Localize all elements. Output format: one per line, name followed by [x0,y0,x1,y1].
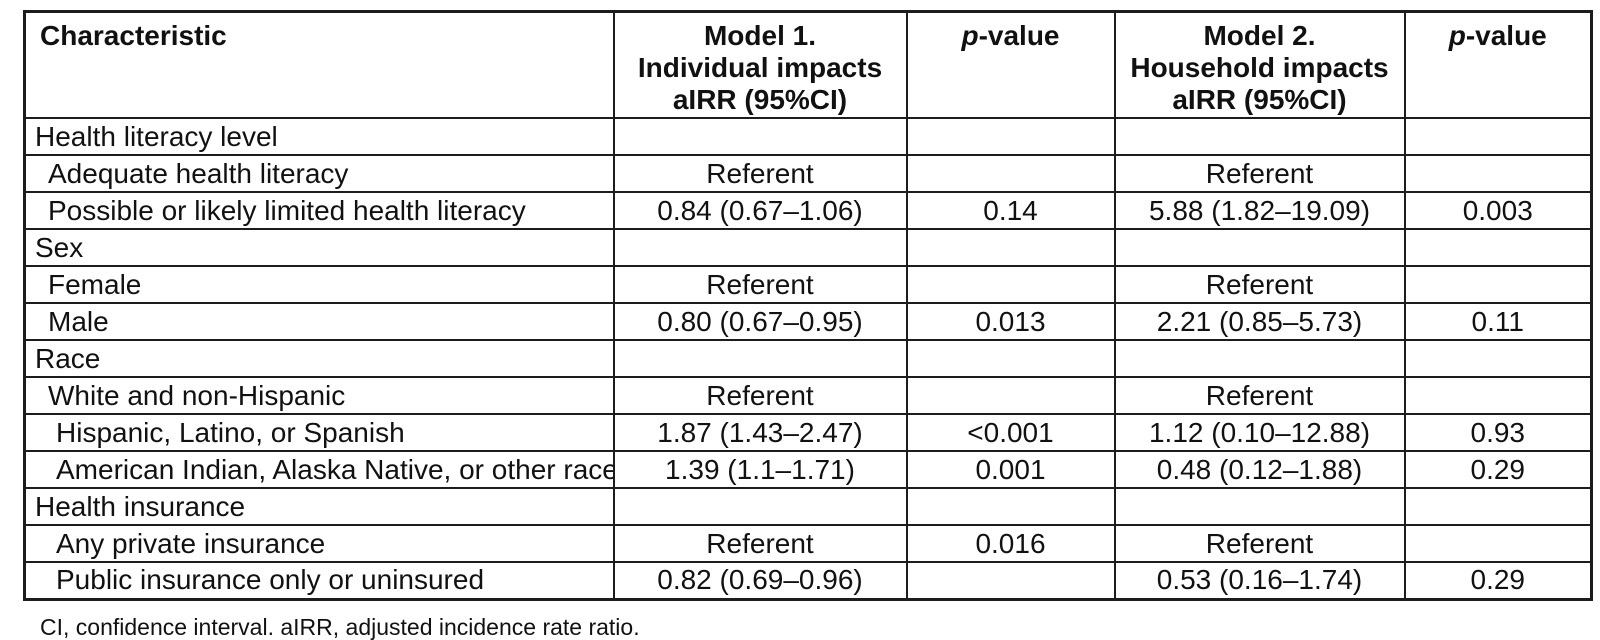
cell-model1-pvalue [905,154,1116,193]
cell-model2-pvalue [1403,117,1593,156]
cell-model1-pvalue [905,265,1116,304]
cell-model1-pvalue [905,117,1116,156]
table-row: Health literacy level [23,117,1593,156]
table-row: White and non-Hispanic Referent Referent [23,376,1593,415]
table-row: Hispanic, Latino, or Spanish 1.87 (1.43–… [23,413,1593,452]
table-row: Adequate health literacy Referent Refere… [23,154,1593,193]
cell-characteristic: White and non-Hispanic [23,376,615,415]
cell-model2-airr: 0.53 (0.16–1.74) [1113,561,1406,600]
cell-model2-airr [1113,339,1406,378]
cell-model2-pvalue: 0.29 [1403,561,1593,600]
pvalue-rest: -value [978,20,1060,51]
table-body: Health literacy level Adequate health li… [23,117,1593,600]
cell-model2-airr: 0.48 (0.12–1.88) [1113,450,1406,489]
cell-model1-airr [612,117,908,156]
cell-model2-pvalue: 0.003 [1403,191,1593,230]
cell-characteristic: American Indian, Alaska Native, or other… [23,450,615,489]
cell-characteristic: Adequate health literacy [23,154,615,193]
cell-model1-airr: 1.87 (1.43–2.47) [612,413,908,452]
table-row: Possible or likely limited health litera… [23,191,1593,230]
cell-model2-pvalue [1403,265,1593,304]
cell-model2-airr [1113,117,1406,156]
cell-characteristic: Public insurance only or uninsured [23,561,615,600]
cell-model2-pvalue [1403,524,1593,563]
cell-model1-airr [612,487,908,526]
cell-model2-pvalue [1403,376,1593,415]
cell-model1-pvalue: 0.001 [905,450,1116,489]
page: Characteristic Model 1. Individual impac… [23,10,1593,640]
table-row: Sex [23,228,1593,267]
cell-characteristic: Hispanic, Latino, or Spanish [23,413,615,452]
cell-model2-pvalue [1403,339,1593,378]
cell-model1-airr: Referent [612,376,908,415]
cell-model1-airr: Referent [612,265,908,304]
cell-characteristic: Possible or likely limited health litera… [23,191,615,230]
cell-characteristic: Race [23,339,615,378]
cell-model1-pvalue: 0.016 [905,524,1116,563]
table-row: Female Referent Referent [23,265,1593,304]
cell-characteristic: Male [23,302,615,341]
header-row: Characteristic Model 1. Individual impac… [23,10,1593,119]
cell-model2-airr: 1.12 (0.10–12.88) [1113,413,1406,452]
cell-model2-airr: Referent [1113,524,1406,563]
cell-model2-airr: Referent [1113,154,1406,193]
cell-characteristic: Any private insurance [23,524,615,563]
cell-model2-pvalue: 0.29 [1403,450,1593,489]
results-table: Characteristic Model 1. Individual impac… [23,10,1593,601]
cell-model1-pvalue: 0.013 [905,302,1116,341]
pvalue-italic-p: p [961,20,979,51]
table-row: Any private insurance Referent 0.016 Ref… [23,524,1593,563]
table-row: Race [23,339,1593,378]
cell-model2-airr [1113,228,1406,267]
cell-characteristic: Health literacy level [23,117,615,156]
cell-characteristic: Health insurance [23,487,615,526]
cell-model2-pvalue: 0.93 [1403,413,1593,452]
cell-characteristic: Sex [23,228,615,267]
cell-model1-pvalue [905,376,1116,415]
cell-model2-airr: 2.21 (0.85–5.73) [1113,302,1406,341]
cell-model2-pvalue [1403,228,1593,267]
cell-model1-airr: 1.39 (1.1–1.71) [612,450,908,489]
col-header-characteristic: Characteristic [23,10,615,119]
table-row: Male 0.80 (0.67–0.95) 0.013 2.21 (0.85–5… [23,302,1593,341]
cell-model1-pvalue [905,561,1116,600]
cell-model1-airr: Referent [612,524,908,563]
cell-characteristic: Female [23,265,615,304]
pvalue-rest: -value [1465,20,1547,51]
cell-model1-pvalue: 0.14 [905,191,1116,230]
cell-model2-airr: 5.88 (1.82–19.09) [1113,191,1406,230]
cell-model1-pvalue: <0.001 [905,413,1116,452]
cell-model1-pvalue [905,228,1116,267]
cell-model2-airr: Referent [1113,376,1406,415]
footnote: CI, confidence interval. aIRR, adjusted … [40,613,640,640]
cell-model1-airr [612,228,908,267]
cell-model1-airr: Referent [612,154,908,193]
table-row: American Indian, Alaska Native, or other… [23,450,1593,489]
pvalue-italic-p: p [1448,20,1466,51]
cell-model2-pvalue: 0.11 [1403,302,1593,341]
table-row: Health insurance [23,487,1593,526]
cell-model1-airr [612,339,908,378]
col-header-model1: Model 1. Individual impacts aIRR (95%CI) [612,10,908,119]
col-header-pvalue-model1: p-value [905,10,1116,119]
table-header: Characteristic Model 1. Individual impac… [23,10,1593,119]
cell-model2-pvalue [1403,154,1593,193]
cell-model2-airr: Referent [1113,265,1406,304]
col-header-pvalue-model2: p-value [1403,10,1593,119]
cell-model2-pvalue [1403,487,1593,526]
cell-model2-airr [1113,487,1406,526]
cell-model1-airr: 0.82 (0.69–0.96) [612,561,908,600]
col-header-model2: Model 2. Household impacts aIRR (95%CI) [1113,10,1406,119]
cell-model1-pvalue [905,339,1116,378]
cell-model1-pvalue [905,487,1116,526]
cell-model1-airr: 0.80 (0.67–0.95) [612,302,908,341]
cell-model1-airr: 0.84 (0.67–1.06) [612,191,908,230]
table-row: Public insurance only or uninsured 0.82 … [23,561,1593,600]
